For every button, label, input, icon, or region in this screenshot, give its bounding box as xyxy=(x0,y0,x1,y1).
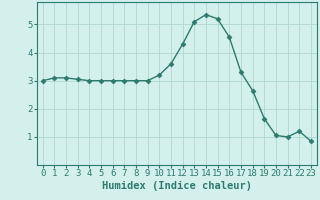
X-axis label: Humidex (Indice chaleur): Humidex (Indice chaleur) xyxy=(102,181,252,191)
